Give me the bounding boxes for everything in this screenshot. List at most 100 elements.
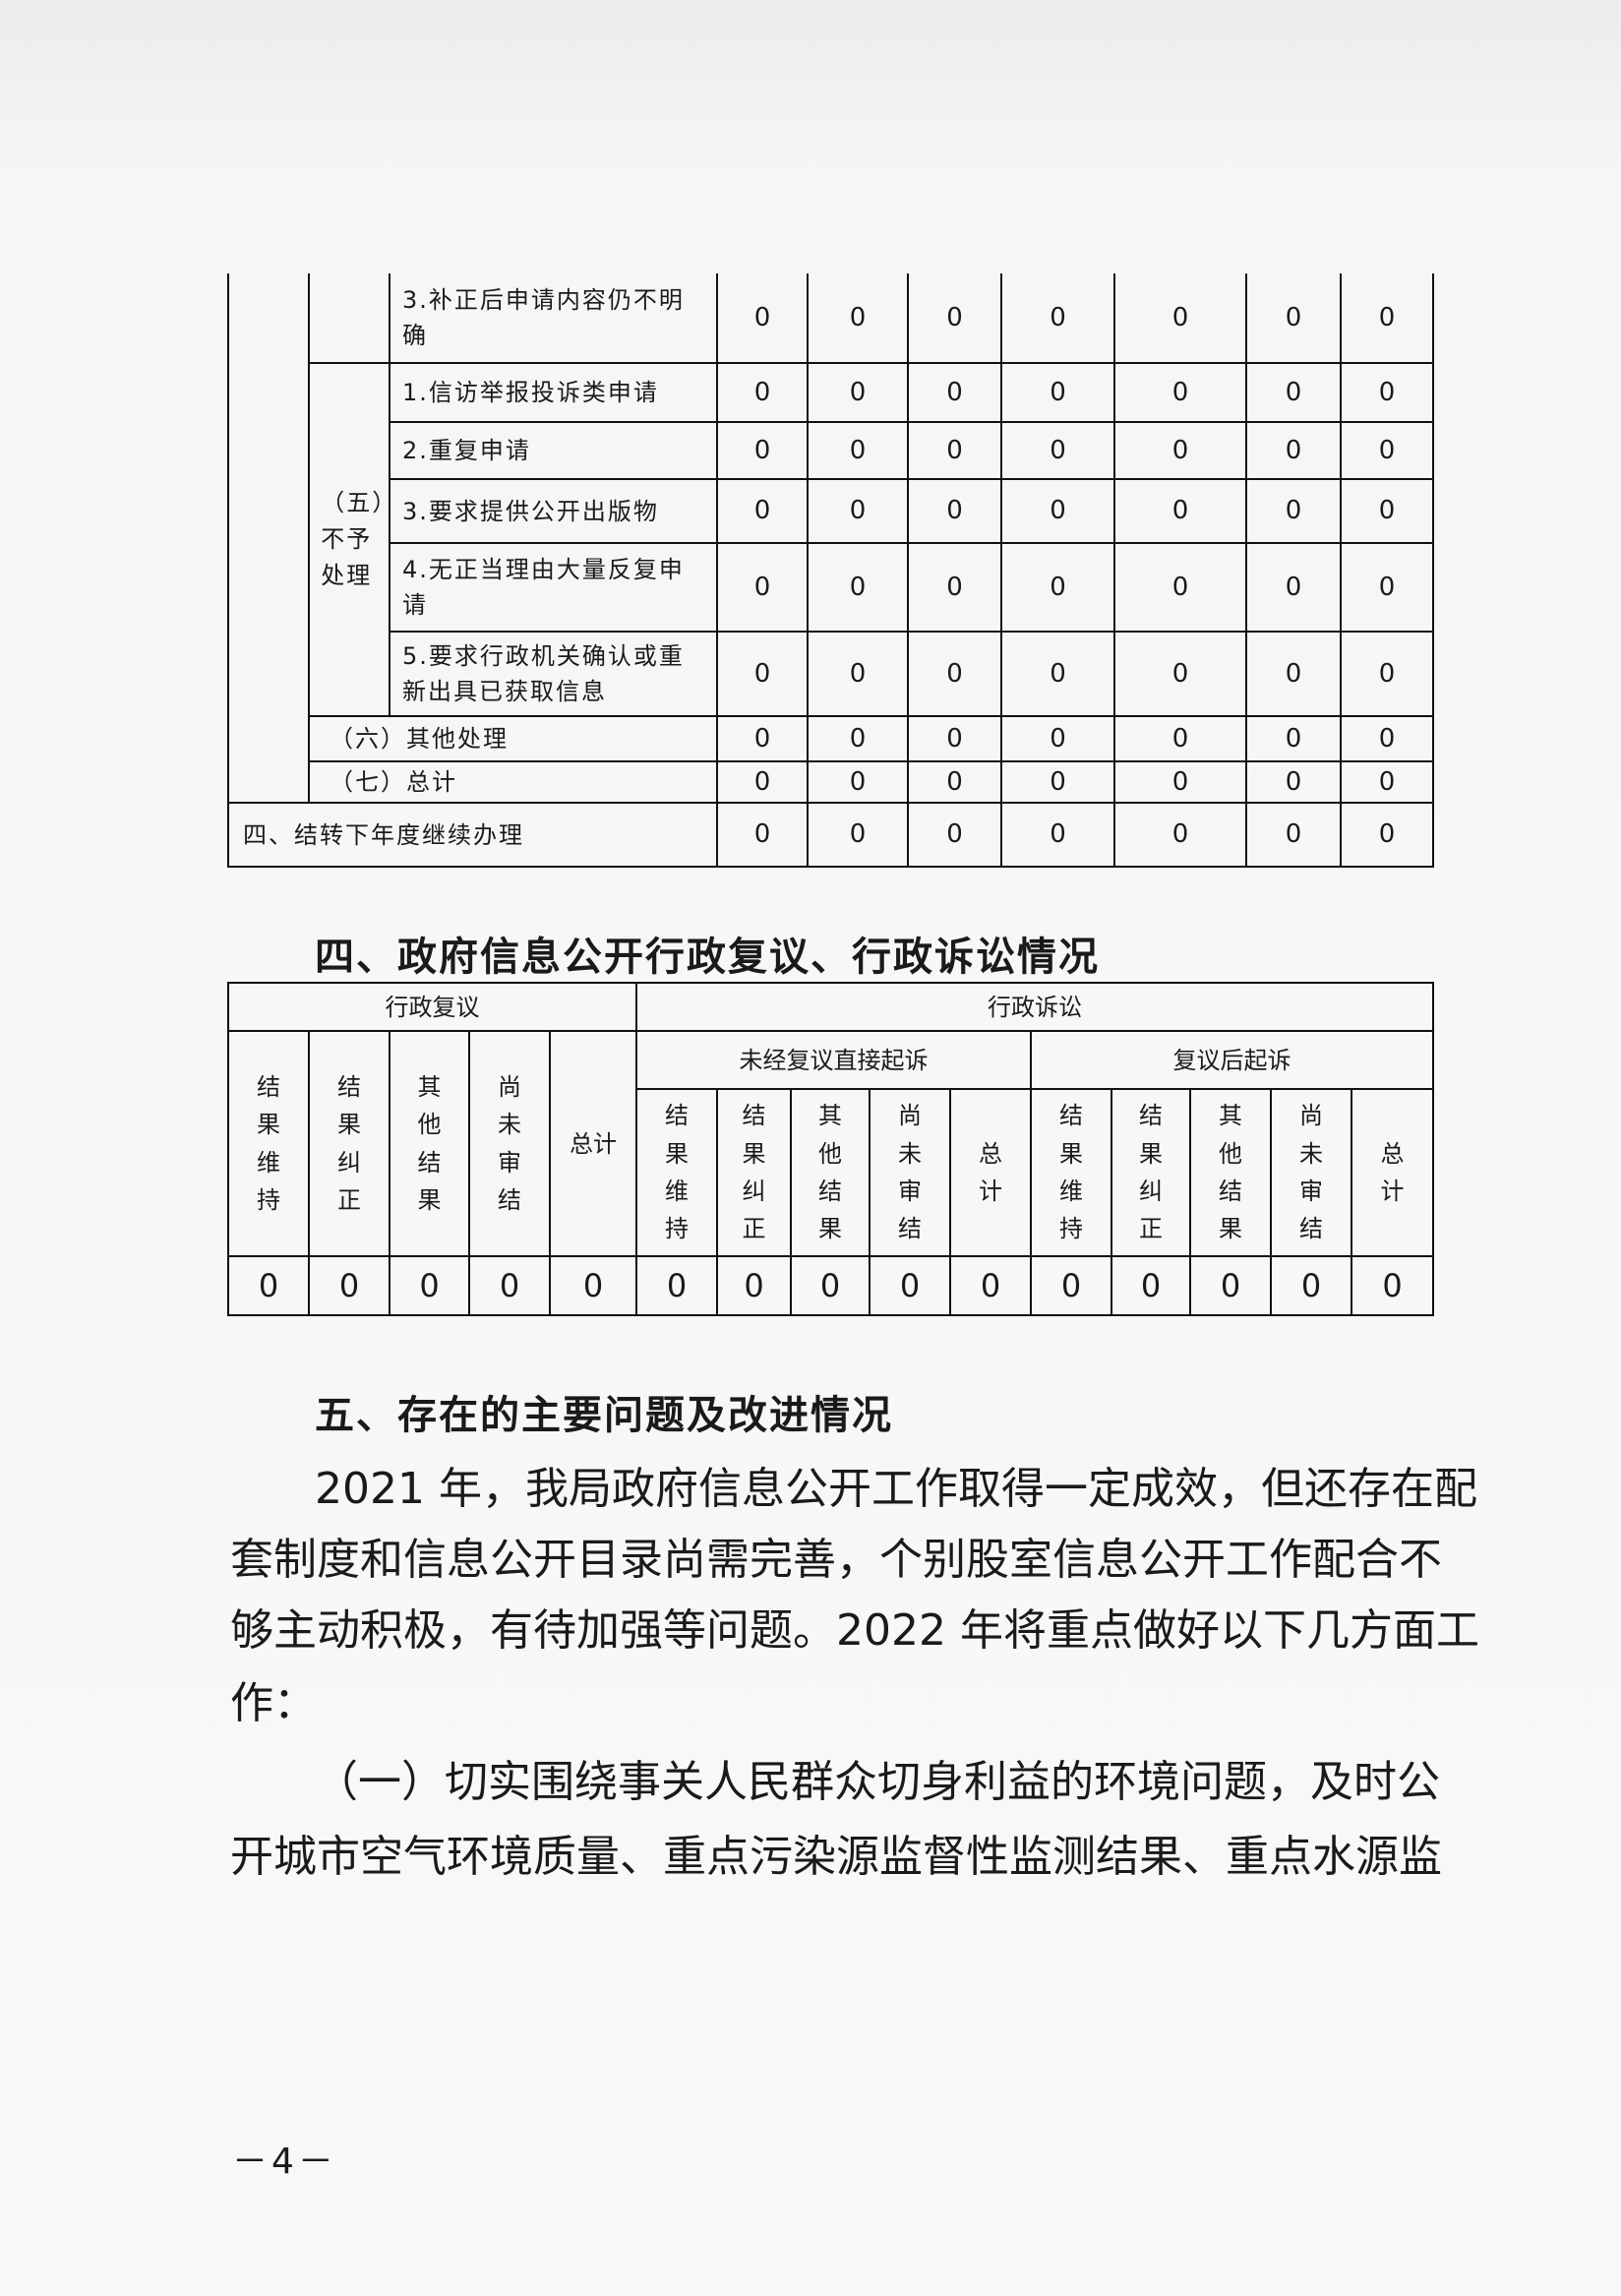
value-cell: 0	[1113, 802, 1247, 868]
review-column-header: 总计	[548, 1030, 638, 1257]
paragraph-line: 开城市空气环境质量、重点污染源监督性监测结果、重点水源监	[230, 1832, 1442, 1882]
litigation-column-header-text: 结果维持	[1059, 1102, 1084, 1243]
section4-heading: 四、政府信息公开行政复议、行政诉讼情况	[315, 935, 1100, 980]
value-cell: 0	[1000, 715, 1115, 762]
litigation-column-header-text: 结果纠正	[742, 1102, 766, 1243]
value-cell: 0	[1245, 715, 1342, 762]
litigation-column-header-text: 其他结果	[1219, 1102, 1243, 1243]
value-cell: 0	[907, 273, 1002, 364]
application-handling-table: 3.补正后申请内容仍不明确 0 0 0 0 0 0 0 （五）不予处理 1.信访举报投诉类申请 0 0…	[227, 273, 1434, 868]
paragraph-line: 2021 年，我局政府信息公开工作取得一定成效，但还存在配	[315, 1464, 1477, 1514]
value-cell: 0	[308, 1255, 390, 1316]
review-column-header-text: 结果纠正	[336, 1072, 361, 1214]
value-cell: 0	[1340, 478, 1434, 544]
row-label: 5.要求行政机关确认或重新出具已获取信息	[389, 631, 718, 717]
value-cell: 0	[1245, 760, 1342, 804]
value-cell: 0	[716, 542, 809, 633]
value-cell: 0	[807, 802, 909, 868]
table-row: 3.补正后申请内容仍不明确 0 0 0 0 0 0 0	[227, 273, 1434, 804]
table-row: 4.无正当理由大量反复申请 0 0 0 0 0 0 0	[228, 542, 1434, 633]
litigation-column-header-text: 尚未审结	[1299, 1102, 1324, 1243]
review-column-header: 结果维持	[227, 1030, 310, 1257]
value-cell: 0	[907, 478, 1002, 544]
table-row: 四、结转下年度继续办理 0 0 0 0 0 0 0	[227, 802, 1434, 868]
litigation-column-header: 结果维持	[635, 1088, 719, 1257]
value-cell: 0	[907, 715, 1002, 762]
litigation-column-header: 尚未审结	[1270, 1088, 1353, 1257]
litigation-column-header-text: 结果纠正	[1139, 1102, 1164, 1243]
subcategory-cell	[308, 273, 390, 364]
value-cell: 0	[907, 802, 1002, 868]
value-cell: 0	[807, 715, 909, 762]
value-cell: 0	[1113, 715, 1247, 762]
value-cell: 0	[1340, 362, 1434, 423]
value-cell: 0	[1245, 421, 1342, 480]
review-column-header: 结果纠正	[308, 1030, 390, 1257]
value-cell: 0	[907, 542, 1002, 633]
value-cell: 0	[1245, 542, 1342, 633]
row-label: （七）总计	[308, 760, 718, 804]
value-cell: 0	[1245, 273, 1342, 364]
row-label: （六）其他处理	[308, 715, 718, 762]
value-cell: 0	[1000, 273, 1115, 364]
value-cell: 0	[1340, 273, 1434, 364]
value-cell: 0	[807, 478, 909, 544]
value-cell: 0	[716, 362, 809, 423]
table-row: 3.要求提供公开出版物 0 0 0 0 0 0 0	[228, 478, 1434, 544]
value-cell: 0	[1245, 802, 1342, 868]
paragraph-line: （一）切实围绕事关人民群众切身利益的环境问题，及时公	[315, 1757, 1440, 1807]
review-header: 行政复议	[226, 982, 638, 1032]
litigation-column-header: 结果纠正	[1111, 1088, 1192, 1257]
value-cell: 0	[1113, 421, 1247, 480]
value-cell: 0	[1000, 631, 1115, 717]
paragraph-line: 够主动积极，有待加强等问题。2022 年将重点做好以下几方面工	[230, 1605, 1479, 1656]
value-cell: 0	[907, 760, 1002, 804]
value-cell: 0	[1245, 631, 1342, 717]
value-cell: 0	[1030, 1255, 1113, 1316]
value-cell: 0	[1000, 362, 1115, 423]
value-cell: 0	[1113, 631, 1247, 717]
row-label: 四、结转下年度继续办理	[227, 802, 718, 868]
review-column-header: 其他结果	[389, 1030, 470, 1257]
paragraph-line: 作：	[230, 1678, 317, 1728]
litigation-column-header-text: 总计	[979, 1139, 1003, 1205]
table-row: 5.要求行政机关确认或重新出具已获取信息 0 0 0 0 0 0 0	[228, 631, 1434, 717]
value-cell: 0	[1111, 1255, 1192, 1316]
value-cell: 0	[1000, 421, 1115, 480]
value-cell: 0	[907, 631, 1002, 717]
value-cell: 0	[716, 802, 809, 868]
value-cell: 0	[1245, 478, 1342, 544]
value-cell: 0	[1000, 802, 1115, 868]
review-column-header-text: 尚未审结	[497, 1072, 521, 1214]
value-cell: 0	[716, 421, 809, 480]
litigation-column-header-text: 尚未审结	[898, 1102, 923, 1243]
litigation-column-header-text: 其他结果	[818, 1102, 843, 1243]
value-cell: 0	[807, 760, 909, 804]
row-label: 2.重复申请	[389, 421, 718, 480]
value-cell: 0	[869, 1255, 952, 1316]
group-label-text: （五）不予处理	[321, 488, 398, 590]
value-cell: 0	[1270, 1255, 1353, 1316]
value-cell: 0	[635, 1255, 719, 1316]
row-label: 4.无正当理由大量反复申请	[389, 542, 718, 633]
direct-suit-header: 未经复议直接起诉	[635, 1030, 1033, 1090]
row-label: 1.信访举报投诉类申请	[389, 362, 718, 423]
value-cell: 0	[807, 362, 909, 423]
litigation-column-header: 结果维持	[1030, 1088, 1113, 1257]
after-review-suit-header: 复议后起诉	[1030, 1030, 1435, 1090]
value-cell: 0	[1340, 802, 1434, 868]
table-row: （七）总计 0 0 0 0 0 0 0	[228, 760, 1434, 804]
value-cell: 0	[1340, 421, 1434, 480]
value-cell: 0	[1113, 542, 1247, 633]
value-cell: 0	[1113, 478, 1247, 544]
litigation-column-header: 结果纠正	[716, 1088, 793, 1257]
litigation-column-header: 其他结果	[790, 1088, 871, 1257]
value-cell: 0	[807, 421, 909, 480]
value-cell: 0	[1340, 760, 1434, 804]
value-cell: 0	[389, 1255, 470, 1316]
row-label: 3.要求提供公开出版物	[389, 478, 718, 544]
litigation-column-header-text: 结果维持	[665, 1102, 690, 1243]
value-cell: 0	[907, 362, 1002, 423]
group-label: （五）不予处理	[308, 362, 398, 717]
